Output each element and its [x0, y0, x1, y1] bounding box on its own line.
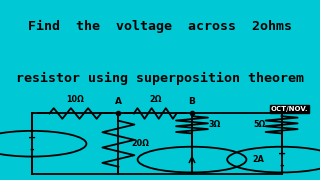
- Text: -: -: [30, 145, 34, 154]
- Text: 20Ω: 20Ω: [132, 139, 150, 148]
- Text: 10Ω: 10Ω: [66, 95, 84, 104]
- Text: B: B: [188, 97, 196, 106]
- Text: 2A: 2A: [253, 155, 265, 164]
- Text: 5Ω: 5Ω: [253, 120, 265, 129]
- Text: 3Ω: 3Ω: [208, 120, 220, 129]
- Text: +: +: [28, 133, 36, 143]
- Text: +: +: [277, 149, 286, 159]
- Text: A: A: [115, 97, 122, 106]
- Text: Find  the  voltage  across  2ohms: Find the voltage across 2ohms: [28, 20, 292, 33]
- Text: -: -: [279, 160, 284, 170]
- Text: resistor using superposition theorem: resistor using superposition theorem: [16, 72, 304, 85]
- Text: OCT/NOV.: OCT/NOV.: [271, 106, 308, 112]
- Text: 2Ω: 2Ω: [149, 95, 162, 104]
